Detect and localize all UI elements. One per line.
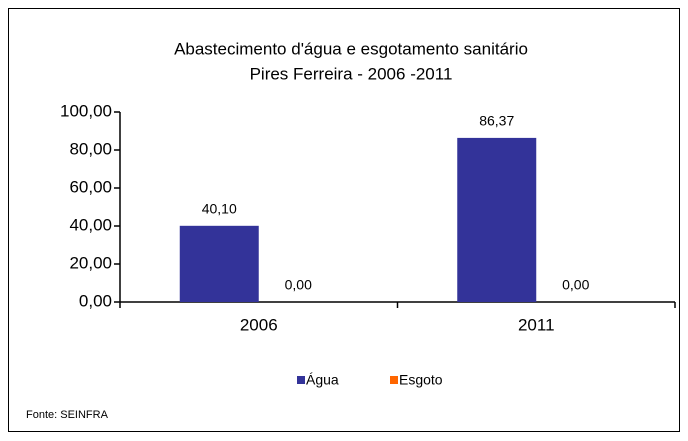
data-label: 0,00 <box>285 277 312 293</box>
legend-label: Esgoto <box>399 372 443 388</box>
data-label: 0,00 <box>562 277 589 293</box>
source: Fonte: SEINFRA <box>26 409 109 421</box>
y-tick-label: 100,00 <box>60 101 112 120</box>
chart-title: Abastecimento d'água e esgotamento sanit… <box>174 39 528 58</box>
bar <box>457 137 537 302</box>
data-label: 40,10 <box>202 201 237 217</box>
legend-swatch <box>297 376 305 384</box>
y-tick-label: 60,00 <box>69 177 112 196</box>
x-tick-label: 2011 <box>518 315 555 334</box>
data-label: 86,37 <box>479 113 514 129</box>
legend-label: Água <box>306 372 339 388</box>
bar <box>179 225 259 302</box>
y-tick-label: 40,00 <box>69 215 112 234</box>
y-tick-label: 0,00 <box>79 291 112 310</box>
y-tick-label: 80,00 <box>69 139 112 158</box>
x-tick-label: 2006 <box>240 315 278 334</box>
chart-subtitle: Pires Ferreira - 2006 -2011 <box>250 64 453 83</box>
legend-swatch <box>390 376 398 384</box>
y-tick-label: 20,00 <box>69 253 112 272</box>
